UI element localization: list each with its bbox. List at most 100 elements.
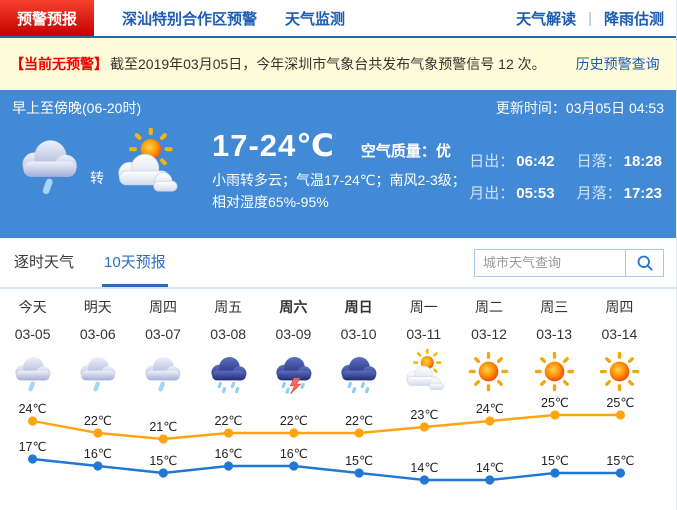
sunny-icon xyxy=(587,349,652,395)
day-label: 周四 xyxy=(148,299,177,315)
date-label: 03-14 xyxy=(601,326,638,342)
svg-text:25℃: 25℃ xyxy=(541,397,569,410)
date-label: 03-05 xyxy=(14,326,51,342)
svg-text:22℃: 22℃ xyxy=(84,414,112,428)
forecast-day-column: 周五 03-08 xyxy=(196,297,261,395)
date-label: 03-07 xyxy=(145,326,181,342)
day-label: 周五 xyxy=(214,299,243,315)
day-label: 周六 xyxy=(279,299,308,315)
nav-link-weather-interpretation[interactable]: 天气解读 xyxy=(516,10,577,28)
panel-body: 转 17-24℃ 空气质量：优 小雨转多云；气温17-24℃；南风2-3级；相对… xyxy=(0,118,676,213)
svg-text:14℃: 14℃ xyxy=(410,461,438,475)
nav-tab-shenshan-warning[interactable]: 深汕特别合作区预警 xyxy=(122,10,258,28)
nav-tab-warning-forecast[interactable]: 预警预报 xyxy=(0,0,94,36)
update-time: 更新时间：03月05日 04:53 xyxy=(496,98,664,118)
update-time-value: 03月05日 04:53 xyxy=(565,100,664,116)
current-weather-panel: 早上至傍晚(06-20时) 更新时间：03月05日 04:53 转 17-24℃… xyxy=(0,90,676,238)
svg-text:23℃: 23℃ xyxy=(410,408,438,422)
forecast-day-column: 周一 03-11 xyxy=(391,297,456,395)
date-label: 03-11 xyxy=(406,326,442,342)
svg-text:14℃: 14℃ xyxy=(476,461,504,475)
date-label: 03-13 xyxy=(536,326,573,342)
air-quality-value: 优 xyxy=(435,143,451,160)
partly-cloudy-icon xyxy=(391,349,456,395)
forecast-day-column: 周四 03-14 xyxy=(587,297,652,395)
alert-bar: 【当前无预警】 截至2019年03月05日，今年深圳市气象台共发布气象预警信号 … xyxy=(0,38,676,90)
weather-description: 小雨转多云；气温17-24℃；南风2-3级；相对湿度65%-95% xyxy=(212,172,466,210)
light-rain-icon xyxy=(130,349,195,395)
svg-text:16℃: 16℃ xyxy=(215,447,243,461)
nav-tab-weather-monitoring[interactable]: 天气监测 xyxy=(285,10,346,28)
moonrise-time: 月出： 05:53 xyxy=(469,185,555,202)
svg-text:24℃: 24℃ xyxy=(476,402,504,416)
search-icon xyxy=(637,255,653,271)
svg-text:22℃: 22℃ xyxy=(280,414,308,428)
moderate-rain-icon xyxy=(196,349,261,395)
nav-link-rain-estimation[interactable]: 降雨估测 xyxy=(603,10,664,28)
sunny-icon xyxy=(522,349,587,395)
sunset-time: 日落： 18:28 xyxy=(576,153,662,170)
forecast-day-column: 明天 03-06 xyxy=(65,297,130,395)
history-warning-link[interactable]: 历史预警查询 xyxy=(575,56,660,72)
svg-text:22℃: 22℃ xyxy=(215,414,243,428)
nav-main-links: 深汕特别合作区预警 天气监测 xyxy=(94,0,345,36)
sunny-icon xyxy=(456,349,521,395)
svg-text:16℃: 16℃ xyxy=(280,447,308,461)
forecast-day-column: 周日 03-10 xyxy=(326,297,391,395)
light-rain-icon xyxy=(14,128,84,198)
date-label: 03-06 xyxy=(79,326,116,342)
day-label: 周二 xyxy=(474,299,503,315)
svg-text:15℃: 15℃ xyxy=(606,454,634,468)
svg-text:15℃: 15℃ xyxy=(149,454,177,468)
forecast-day-column: 周二 03-12 xyxy=(456,297,521,395)
svg-text:21℃: 21℃ xyxy=(149,420,177,434)
no-warning-badge: 【当前无预警】 xyxy=(10,56,108,72)
search-button[interactable] xyxy=(626,248,664,277)
day-label: 周一 xyxy=(409,299,438,315)
light-rain-icon xyxy=(65,349,130,395)
sunrise-time: 日出： 06:42 xyxy=(469,153,555,170)
svg-text:15℃: 15℃ xyxy=(541,454,569,468)
city-search-input[interactable] xyxy=(474,248,626,277)
period-label: 早上至傍晚(06-20时) xyxy=(12,100,142,116)
air-quality-label: 空气质量： xyxy=(360,143,436,160)
nav-separator: | xyxy=(588,9,592,27)
transition-label: 转 xyxy=(90,170,104,186)
svg-text:24℃: 24℃ xyxy=(19,402,47,416)
update-time-label: 更新时间： xyxy=(495,100,566,116)
day-label: 周日 xyxy=(344,299,373,315)
current-weather-icons: 转 xyxy=(14,128,180,198)
svg-text:17℃: 17℃ xyxy=(19,440,47,454)
forecast-day-column: 周四 03-07 xyxy=(130,297,195,395)
day-label: 明天 xyxy=(83,299,112,315)
day-label: 今天 xyxy=(18,299,47,315)
svg-text:25℃: 25℃ xyxy=(606,397,634,410)
date-label: 03-10 xyxy=(340,326,377,342)
forecast-section: 今天 03-05 明天 03-06 周四 03-07 周五 03-08 周六 03-09 周日 03-… xyxy=(0,289,676,509)
moonset-time: 月落： 17:23 xyxy=(576,185,662,202)
date-label: 03-08 xyxy=(210,326,247,342)
current-weather-text: 17-24℃ 空气质量：优 小雨转多云；气温17-24℃；南风2-3级；相对湿度… xyxy=(212,128,469,213)
top-nav: 预警预报 深汕特别合作区预警 天气监测 天气解读 | 降雨估测 xyxy=(0,0,676,38)
day-label: 周四 xyxy=(605,299,634,315)
date-label: 03-09 xyxy=(275,326,312,342)
nav-right-links: 天气解读 | 降雨估测 xyxy=(516,0,664,36)
forecast-day-column: 周三 03-13 xyxy=(522,297,587,395)
forecast-day-column: 周六 03-09 xyxy=(261,297,326,395)
forecast-day-column: 今天 03-05 xyxy=(0,297,65,395)
light-rain-icon xyxy=(0,349,65,395)
forecast-grid: 今天 03-05 明天 03-06 周四 03-07 周五 03-08 周六 03-09 周日 03-… xyxy=(0,297,652,395)
date-label: 03-12 xyxy=(471,326,507,342)
svg-text:15℃: 15℃ xyxy=(345,454,373,468)
city-search xyxy=(474,238,664,287)
day-label: 周三 xyxy=(540,299,569,315)
panel-header: 早上至傍晚(06-20时) 更新时间：03月05日 04:53 xyxy=(0,90,676,118)
tab-hourly-weather[interactable]: 逐时天气 xyxy=(14,253,75,271)
partly-cloudy-icon xyxy=(110,128,180,198)
tab-10day-forecast[interactable]: 10天预报 xyxy=(102,238,168,287)
air-quality: 空气质量：优 xyxy=(361,140,451,161)
thunderstorm-icon xyxy=(261,349,326,395)
sun-moon-times: 日出： 06:42 日落： 18:28 月出： 05:53 月落： 17:23 xyxy=(469,150,662,203)
svg-text:22℃: 22℃ xyxy=(345,414,373,428)
